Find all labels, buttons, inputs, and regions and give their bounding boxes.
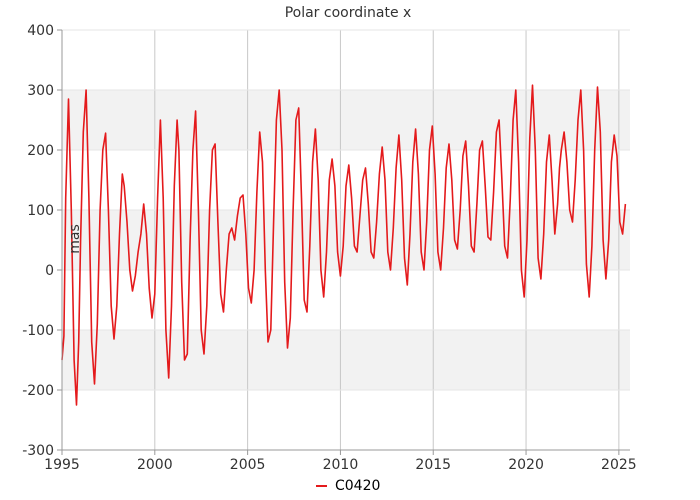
chart-title: Polar coordinate x bbox=[285, 5, 412, 21]
background-band-2 bbox=[62, 90, 630, 150]
label-layer: -300 -200 -100 0 100 200 300 400 1995 2000 2005 201… bbox=[22, 23, 636, 473]
y-tick-label--200: -200 bbox=[22, 383, 54, 399]
background-band-0 bbox=[62, 330, 630, 390]
y-tick-label--100: -100 bbox=[22, 323, 54, 339]
y-axis-label: mas bbox=[67, 224, 83, 254]
x-tick-label-1995: 1995 bbox=[44, 457, 80, 473]
axis-layer bbox=[57, 29, 630, 455]
y-tick-label--300: -300 bbox=[22, 443, 54, 459]
x-tick-label-2025: 2025 bbox=[601, 457, 637, 473]
y-tick-label-200: 200 bbox=[27, 143, 54, 159]
y-tick-label-400: 400 bbox=[27, 23, 54, 39]
series-layer bbox=[61, 84, 627, 406]
x-tick-label-2005: 2005 bbox=[230, 457, 266, 473]
x-tick-label-2020: 2020 bbox=[508, 457, 544, 473]
series-line-C0420 bbox=[61, 84, 627, 406]
x-tick-label-2000: 2000 bbox=[137, 457, 173, 473]
y-tick-label-0: 0 bbox=[45, 263, 54, 279]
x-tick-label-2015: 2015 bbox=[415, 457, 451, 473]
grid-layer bbox=[62, 29, 630, 451]
x-tick-label-2010: 2010 bbox=[323, 457, 359, 473]
y-tick-label-300: 300 bbox=[27, 83, 54, 99]
y-tick-label-100: 100 bbox=[27, 203, 54, 219]
legend-entry-label: C0420 bbox=[335, 478, 380, 494]
legend: C0420 bbox=[316, 478, 380, 494]
